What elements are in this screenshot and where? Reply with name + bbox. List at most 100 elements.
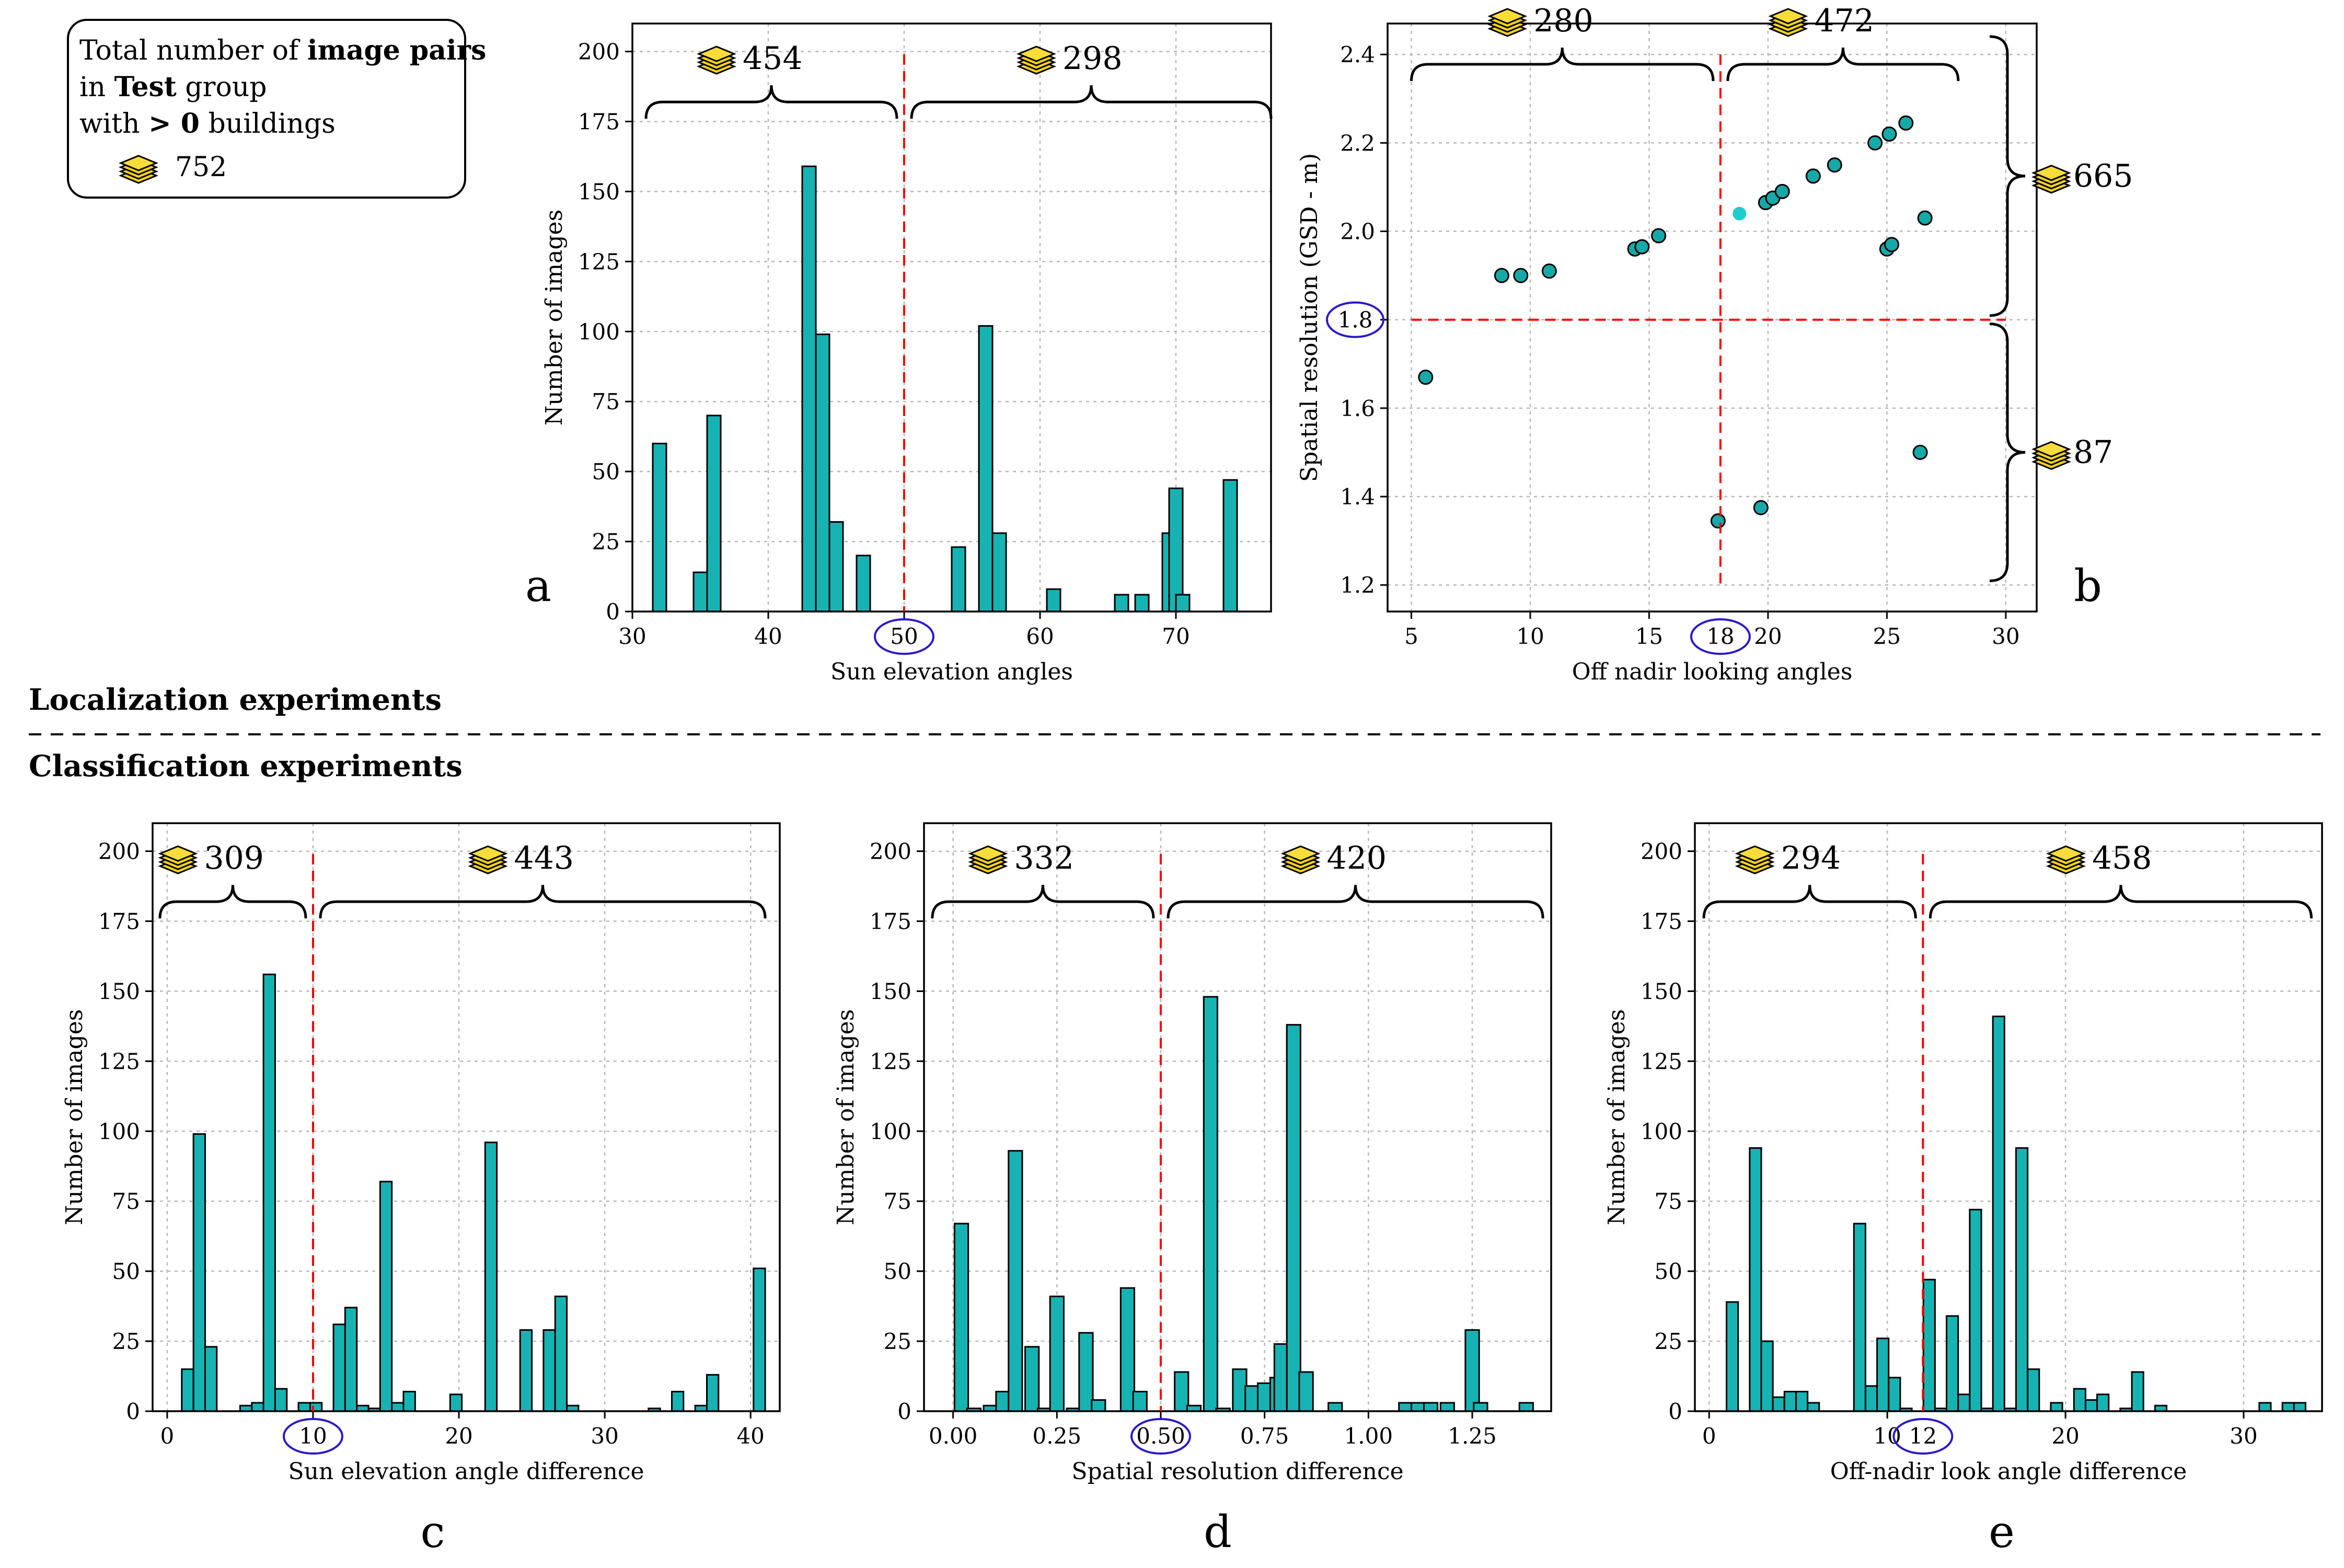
bar <box>1464 1329 1480 1412</box>
y-tick-label: 2.2 <box>1340 130 1375 156</box>
group-brace-vertical <box>1989 322 2026 582</box>
bar <box>652 443 667 613</box>
panel-b: 5 10 15 20 25 30 1.2 1.4 1.6 2.0 2.2 2.4 18 1.8 280 472… <box>1296 3 2133 685</box>
bar <box>1134 594 1150 613</box>
bar <box>1132 1391 1148 1412</box>
bar <box>1078 1332 1094 1412</box>
bar <box>1024 1346 1040 1412</box>
group-brace <box>319 885 767 919</box>
bar <box>1760 1340 1774 1412</box>
bar <box>1969 1208 1982 1412</box>
split-x-label: 0.50 <box>1136 1423 1185 1449</box>
scatter-point <box>1418 370 1434 385</box>
split-x-label: 50 <box>890 624 918 649</box>
group-count: 280 <box>1533 3 1594 39</box>
bar <box>402 1391 416 1412</box>
panel-letter: a <box>525 560 551 612</box>
bar <box>1423 1402 1439 1412</box>
scatter-point <box>1753 500 1769 515</box>
y-tick-label: 75 <box>1655 1189 1682 1214</box>
bar <box>753 1267 766 1412</box>
x-axis-label: Sun elevation angle difference <box>288 1458 644 1485</box>
bar <box>2293 1402 2306 1412</box>
bar <box>181 1368 194 1412</box>
y-tick-label: 50 <box>884 1259 911 1284</box>
scatter-point <box>1805 168 1821 184</box>
y-tick-label: 1.6 <box>1340 396 1375 421</box>
y-tick-label: 200 <box>1641 839 1682 864</box>
y-tick-label: 200 <box>870 839 911 864</box>
bar <box>828 521 844 613</box>
y-tick-label: 25 <box>592 529 620 555</box>
y-tick-label: 2.4 <box>1340 42 1375 67</box>
split-x-circle <box>874 618 934 655</box>
scatter-point <box>1881 126 1897 142</box>
x-tick-label: 70 <box>1162 624 1190 649</box>
group-brace <box>644 85 898 119</box>
y-axis-label: Spatial resolution (GSD - m) <box>1296 153 1323 482</box>
y-tick-label: 125 <box>1641 1048 1682 1074</box>
x-tick-label: 20 <box>1754 624 1782 649</box>
y-tick-label: 100 <box>1641 1119 1682 1144</box>
group-count: 458 <box>2092 840 2152 877</box>
bar <box>1922 1278 1936 1412</box>
split-y-circle <box>1326 301 1384 338</box>
y-tick-label: 125 <box>578 249 620 274</box>
panel-letter: c <box>420 1506 445 1558</box>
bar <box>1244 1385 1260 1412</box>
y-axis-label: Number of images <box>541 210 568 425</box>
bar <box>1398 1402 1414 1412</box>
group-brace <box>1167 885 1544 919</box>
bar <box>951 546 966 613</box>
x-tick-label: 40 <box>754 624 782 649</box>
y-tick-label: 0 <box>126 1399 140 1424</box>
bar <box>2281 1402 2295 1412</box>
y-tick-label: 150 <box>98 978 140 1004</box>
y-tick-label: 100 <box>870 1119 911 1144</box>
y-tick-label: 125 <box>98 1048 140 1074</box>
bar <box>332 1323 346 1412</box>
bar <box>1049 1295 1065 1412</box>
group-brace <box>158 885 307 919</box>
group-count: 332 <box>1014 840 1074 877</box>
bar <box>1046 588 1061 613</box>
scatter-point <box>1513 268 1529 283</box>
bar <box>1439 1402 1455 1412</box>
bar <box>2015 1147 2029 1412</box>
x-tick-label: 60 <box>1026 624 1054 649</box>
image-stack-icon <box>2033 165 2070 194</box>
scatter-point <box>1912 444 1928 460</box>
group-count: 298 <box>1063 40 1123 77</box>
bar <box>1327 1402 1343 1412</box>
bar <box>2027 1368 2040 1412</box>
y-tick-label: 100 <box>578 319 620 344</box>
x-tick-label: 5 <box>1404 624 1418 649</box>
bar <box>1957 1393 1971 1412</box>
bar <box>449 1393 463 1412</box>
x-tick-label: 25 <box>1873 624 1901 649</box>
bar <box>192 1133 206 1412</box>
bar <box>274 1388 288 1412</box>
x-tick-label: 20 <box>445 1423 472 1449</box>
group-count: 87 <box>2073 434 2113 470</box>
bar <box>1473 1402 1488 1412</box>
group-count: 665 <box>2073 158 2133 194</box>
image-stack-icon <box>159 845 197 874</box>
group-brace-vertical <box>1989 35 2026 317</box>
bar <box>2084 1399 2098 1412</box>
y-tick-label: 0 <box>897 1399 911 1424</box>
image-stack-icon <box>1282 845 1320 874</box>
bar <box>1864 1385 1878 1412</box>
y-axis-label: Number of images <box>1603 1009 1630 1225</box>
image-stack-icon <box>2033 441 2070 470</box>
group-count: 294 <box>1781 840 1841 877</box>
section-localization: Localization experiments <box>29 683 442 717</box>
scatter-point <box>1541 263 1557 279</box>
y-tick-label: 175 <box>870 909 911 935</box>
image-stack-icon <box>969 845 1007 874</box>
bar <box>1168 487 1184 613</box>
legend-line-3: with > 0 buildings <box>79 108 336 140</box>
image-stack-icon <box>469 845 507 874</box>
y-tick-label: 0 <box>1668 1399 1682 1424</box>
